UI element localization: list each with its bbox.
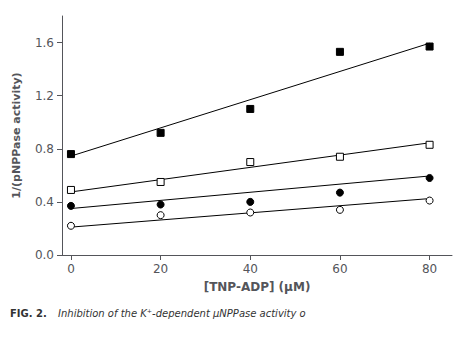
svg-text:1.6: 1.6: [35, 36, 54, 50]
svg-text:60: 60: [332, 262, 347, 276]
svg-text:20: 20: [153, 262, 168, 276]
svg-text:0.8: 0.8: [35, 142, 54, 156]
svg-text:1.2: 1.2: [35, 89, 54, 103]
svg-text:0.4: 0.4: [35, 195, 54, 209]
svg-text:1/(pNPPase activity): 1/(pNPPase activity): [10, 72, 23, 198]
svg-text:80: 80: [422, 262, 437, 276]
svg-text:0: 0: [67, 262, 75, 276]
svg-text:0.0: 0.0: [35, 248, 54, 262]
svg-text:Inhibition of the K⁺-dependent: Inhibition of the K⁺-dependent μNPPase a…: [58, 308, 306, 319]
svg-text:40: 40: [243, 262, 258, 276]
svg-text:FIG. 2.: FIG. 2.: [10, 308, 47, 319]
svg-text:[TNP-ADP] (μM): [TNP-ADP] (μM): [204, 280, 311, 294]
